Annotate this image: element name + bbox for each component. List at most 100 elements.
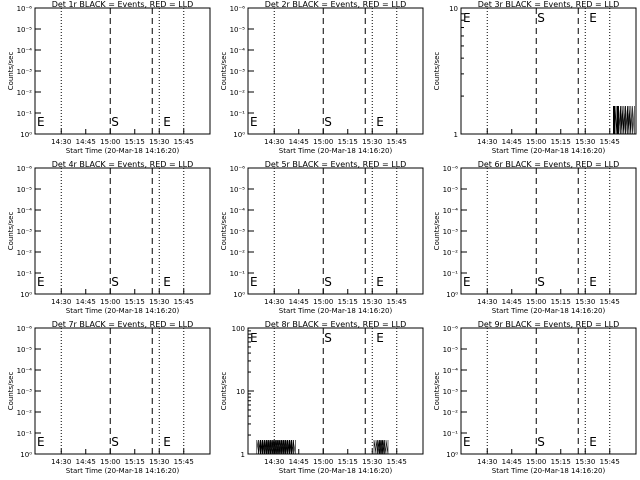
- event-marker-E: E: [589, 11, 597, 25]
- x-tick-label: 14:45: [289, 298, 309, 306]
- y-tick-label: 10⁻⁵: [230, 186, 246, 194]
- x-tick-label: 15:45: [174, 298, 194, 306]
- x-tick-label: 15:15: [551, 298, 571, 306]
- event-marker-E: E: [376, 115, 384, 129]
- y-tick-label: 1: [454, 131, 458, 139]
- y-tick-label: 10⁻²: [17, 249, 33, 257]
- plot-frame: [460, 7, 637, 135]
- x-tick-label: 15:00: [526, 298, 546, 306]
- y-tick-label: 10⁻⁶: [443, 325, 459, 333]
- event-marker-E: E: [37, 275, 45, 289]
- y-tick-label: 10⁰: [20, 131, 32, 139]
- y-tick-label: 10⁻³: [230, 68, 246, 76]
- y-tick-label: 10⁰: [233, 131, 245, 139]
- x-axis-label: Start Time (20-Mar-18 14:16:20): [492, 307, 606, 315]
- data-series-line: [627, 105, 635, 135]
- event-marker-E: E: [37, 115, 45, 129]
- event-marker-S: S: [324, 275, 332, 289]
- chart-panel-7: Det 7r BLACK = Events, RED = LLD 10⁰ 10⁻¹ 1…: [7, 320, 211, 475]
- y-tick-label: 10⁻⁵: [443, 186, 459, 194]
- y-tick-label: 100: [232, 325, 245, 333]
- x-tick-label: 15:00: [313, 298, 333, 306]
- x-tick-label: 14:30: [264, 298, 284, 306]
- y-tick-label: 10⁻⁶: [230, 165, 246, 173]
- x-tick-label: 14:30: [477, 298, 497, 306]
- x-tick-label: 15:30: [575, 138, 595, 146]
- y-axis-label: Counts/sec: [433, 52, 441, 91]
- y-tick-label: 10⁻⁴: [230, 47, 246, 55]
- chart-panel-3: Det 3r BLACK = Events, RED = LLD 1 10 Count…: [433, 0, 637, 155]
- x-tick-label: 14:45: [289, 458, 309, 466]
- x-tick-label: 15:45: [600, 298, 620, 306]
- event-marker-E: E: [163, 275, 171, 289]
- y-axis-label: Counts/sec: [220, 52, 228, 91]
- x-tick-label: 15:15: [338, 458, 358, 466]
- y-tick-label: 10⁻⁶: [443, 165, 459, 173]
- x-tick-label: 15:45: [600, 458, 620, 466]
- x-tick-label: 15:45: [174, 138, 194, 146]
- y-tick-label: 10⁻²: [230, 89, 246, 97]
- y-tick-label: 10⁻¹: [443, 430, 459, 438]
- x-tick-label: 15:15: [338, 298, 358, 306]
- event-marker-S: S: [537, 11, 545, 25]
- y-tick-label: 10⁻²: [443, 249, 459, 257]
- x-tick-label: 15:30: [362, 298, 382, 306]
- x-tick-label: 14:30: [51, 458, 71, 466]
- y-axis-label: Counts/sec: [433, 212, 441, 251]
- x-tick-label: 15:00: [100, 458, 120, 466]
- x-tick-label: 15:45: [387, 298, 407, 306]
- x-tick-label: 14:45: [76, 458, 96, 466]
- chart-title: Det 3r BLACK = Events, RED = LLD: [478, 0, 620, 9]
- chart-title: Det 9r BLACK = Events, RED = LLD: [478, 320, 620, 329]
- x-tick-label: 14:30: [264, 138, 284, 146]
- x-axis-label: Start Time (20-Mar-18 14:16:20): [66, 467, 180, 475]
- data-series-line: [260, 439, 293, 455]
- y-tick-label: 10⁻²: [230, 249, 246, 257]
- y-axis-label: Counts/sec: [433, 372, 441, 411]
- y-tick-label: 10⁻³: [17, 68, 33, 76]
- x-axis-label: Start Time (20-Mar-18 14:16:20): [66, 307, 180, 315]
- y-tick-label: 10⁻⁵: [230, 26, 246, 34]
- y-axis-label: Counts/sec: [7, 372, 15, 411]
- y-tick-label: 10⁻¹: [230, 110, 246, 118]
- x-tick-label: 14:30: [264, 458, 284, 466]
- x-axis-label: Start Time (20-Mar-18 14:16:20): [492, 147, 606, 155]
- chart-title: Det 6r BLACK = Events, RED = LLD: [478, 160, 620, 169]
- x-tick-label: 14:30: [51, 138, 71, 146]
- chart-panel-8: Det 8r BLACK = Events, RED = LLD 1 10 100 Co…: [220, 320, 424, 475]
- y-tick-label: 10⁻¹: [17, 270, 33, 278]
- event-marker-E: E: [163, 115, 171, 129]
- event-marker-E: E: [376, 275, 384, 289]
- x-tick-label: 14:45: [502, 138, 522, 146]
- y-tick-label: 10⁻¹: [443, 270, 459, 278]
- chart-title: Det 2r BLACK = Events, RED = LLD: [265, 0, 407, 9]
- data-series-line: [377, 439, 385, 455]
- event-marker-E: E: [37, 435, 45, 449]
- x-tick-label: 15:30: [149, 458, 169, 466]
- chart-panel-6: Det 6r BLACK = Events, RED = LLD 10⁰ 10⁻¹ 1…: [433, 160, 637, 315]
- event-marker-E: E: [250, 331, 258, 345]
- event-marker-E: E: [250, 115, 258, 129]
- x-tick-label: 14:30: [477, 458, 497, 466]
- x-axis-label: Start Time (20-Mar-18 14:16:20): [279, 147, 393, 155]
- y-tick-label: 10⁰: [233, 291, 245, 299]
- event-marker-S: S: [324, 115, 332, 129]
- y-tick-label: 10⁻²: [443, 409, 459, 417]
- event-marker-S: S: [537, 275, 545, 289]
- y-tick-label: 10⁻¹: [230, 270, 246, 278]
- y-tick-label: 10⁻⁵: [443, 346, 459, 354]
- y-axis-label: Counts/sec: [220, 372, 228, 411]
- x-tick-label: 15:30: [362, 138, 382, 146]
- x-tick-label: 14:30: [477, 138, 497, 146]
- y-tick-label: 10⁰: [20, 291, 32, 299]
- y-tick-label: 10⁻⁵: [17, 346, 33, 354]
- y-tick-label: 10⁻³: [17, 228, 33, 236]
- event-marker-S: S: [324, 331, 332, 345]
- chart-panel-5: Det 5r BLACK = Events, RED = LLD 10⁰ 10⁻¹ 1…: [220, 160, 424, 315]
- y-tick-label: 10⁻⁴: [230, 207, 246, 215]
- y-tick-label: 10⁻³: [443, 228, 459, 236]
- x-tick-label: 15:15: [551, 138, 571, 146]
- chart-panel-2: Det 2r BLACK = Events, RED = LLD 10⁰ 10⁻¹ 1…: [220, 0, 424, 155]
- event-marker-S: S: [111, 275, 119, 289]
